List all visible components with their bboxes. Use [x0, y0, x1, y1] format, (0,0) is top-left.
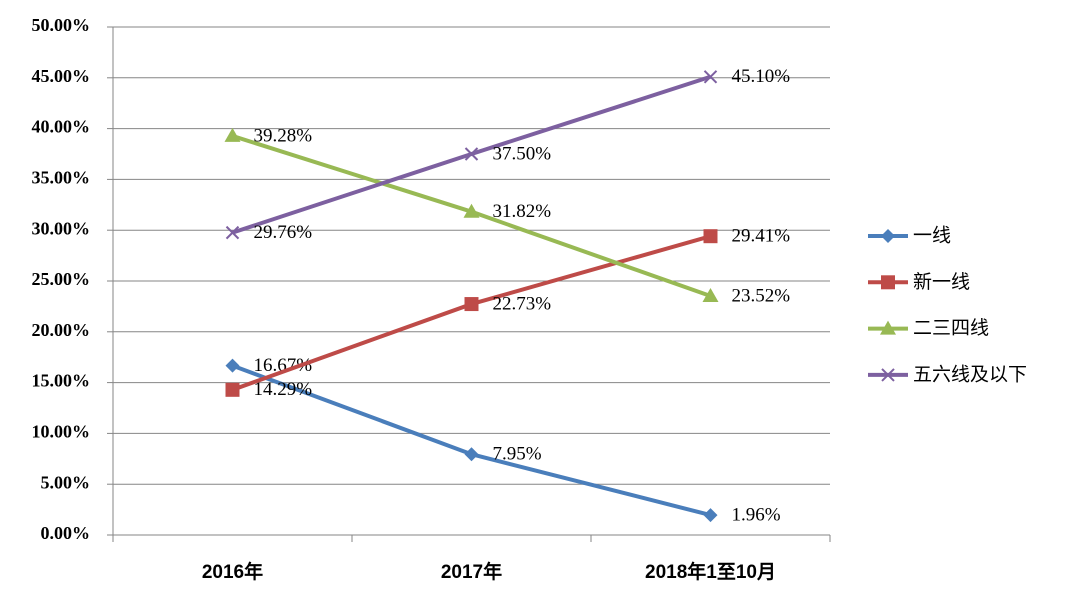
- y-tick-label: 30.00%: [32, 218, 91, 238]
- data-label: 7.95%: [493, 444, 542, 465]
- legend-label: 五六线及以下: [913, 363, 1027, 385]
- point-marker: [702, 288, 719, 303]
- x-tick-label: 2017年: [441, 560, 502, 583]
- data-label: 16.67%: [254, 355, 313, 376]
- point-marker: [225, 358, 240, 373]
- y-tick-label: 40.00%: [32, 117, 91, 137]
- point-marker: [703, 229, 718, 244]
- data-label: 31.82%: [493, 201, 552, 222]
- data-label: 37.50%: [493, 143, 552, 164]
- point-marker: [464, 447, 479, 462]
- point-marker: [703, 508, 718, 523]
- point-marker: [464, 147, 479, 161]
- y-tick-label: 20.00%: [32, 320, 91, 340]
- legend-marker: [881, 368, 895, 382]
- point-marker: [225, 382, 240, 397]
- legend-marker: [880, 320, 896, 335]
- legend-label: 新一线: [913, 271, 970, 293]
- point-marker: [225, 225, 240, 240]
- point-marker: [224, 127, 241, 142]
- y-tick-label: 15.00%: [32, 371, 91, 391]
- data-label: 14.29%: [254, 379, 313, 400]
- legend-marker: [881, 275, 895, 290]
- data-label: 29.76%: [254, 222, 313, 243]
- point-marker: [464, 297, 479, 312]
- data-label: 39.28%: [254, 125, 313, 146]
- point-marker: [463, 203, 480, 218]
- y-tick-label: 45.00%: [32, 66, 91, 86]
- data-label: 29.41%: [732, 226, 791, 247]
- x-tick-label: 2018年1至10月: [645, 560, 776, 583]
- data-label: 1.96%: [732, 504, 781, 525]
- y-tick-label: 25.00%: [32, 269, 91, 289]
- y-tick-label: 0.00%: [41, 523, 91, 543]
- y-tick-label: 35.00%: [32, 168, 91, 188]
- y-tick-label: 50.00%: [32, 15, 91, 35]
- legend-label: 一线: [913, 225, 951, 247]
- y-tick-label: 5.00%: [41, 472, 91, 492]
- x-tick-label: 2016年: [202, 560, 263, 583]
- data-label: 22.73%: [493, 293, 552, 314]
- data-label: 23.52%: [732, 285, 791, 306]
- y-tick-label: 10.00%: [32, 422, 91, 442]
- legend-label: 二三四线: [913, 317, 989, 339]
- data-label: 45.10%: [732, 66, 791, 87]
- legend-marker: [881, 229, 895, 243]
- point-marker: [703, 70, 718, 84]
